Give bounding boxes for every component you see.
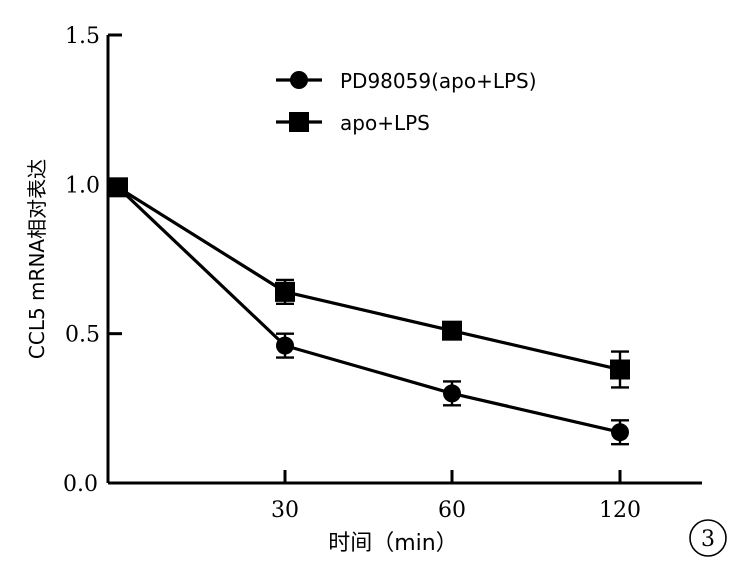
- legend-item: PD98059(apo+LPS): [276, 69, 537, 93]
- x-ticks: 30 60 120: [271, 470, 641, 523]
- y-axis-label: CCL5 mRNA相对表达: [25, 159, 49, 359]
- legend-label: apo+LPS: [340, 111, 430, 135]
- data-point: [442, 320, 462, 341]
- x-axis-label: 时间（min）: [328, 531, 458, 556]
- x-tick-label: 60: [438, 498, 466, 523]
- legend-item: apo+LPS: [276, 111, 430, 135]
- axes: [106, 35, 702, 485]
- data-point: [443, 384, 461, 403]
- data-point: [275, 281, 295, 302]
- series-line: [117, 185, 621, 372]
- series-square: [108, 177, 630, 389]
- figure-number-circle: [689, 519, 727, 557]
- y-ticks: 0.0 0.5 1.0 1.5: [63, 24, 122, 497]
- legend-label: PD98059(apo+LPS): [340, 69, 537, 93]
- data-point: [276, 336, 294, 355]
- figure-number: 3: [701, 527, 715, 552]
- y-tick-label: 1.0: [65, 173, 100, 198]
- legend-marker: [289, 112, 309, 132]
- legend-marker: [290, 71, 308, 89]
- figure-number-badge: 3: [689, 519, 727, 557]
- series-layer: [108, 177, 630, 446]
- data-point: [610, 359, 630, 380]
- data-point: [611, 423, 629, 442]
- data-point: [108, 177, 128, 198]
- y-tick-label: 1.5: [65, 24, 100, 49]
- y-tick-label: 0.0: [63, 472, 98, 497]
- x-tick-label: 120: [599, 498, 641, 523]
- x-tick-label: 30: [271, 498, 299, 523]
- legend: PD98059(apo+LPS) apo+LPS: [276, 69, 537, 135]
- y-tick-label: 0.5: [65, 323, 100, 348]
- series-line: [116, 186, 621, 434]
